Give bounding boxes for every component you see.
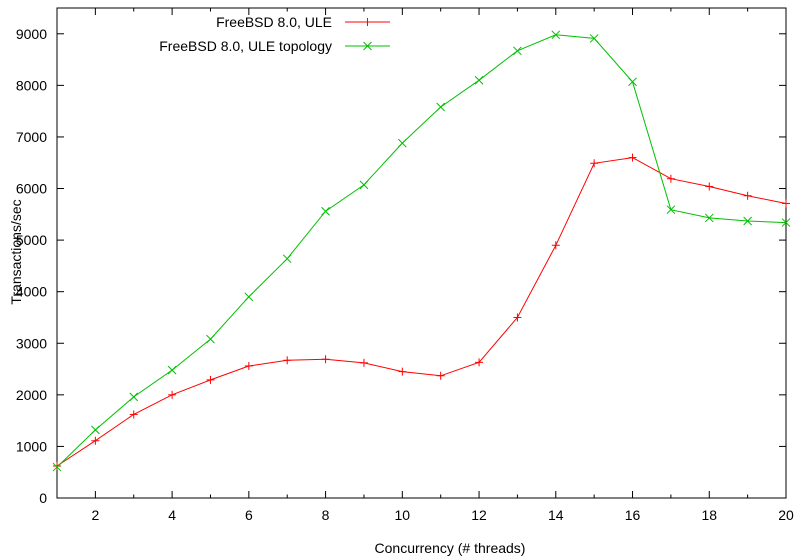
series-2-point xyxy=(551,30,561,40)
series-2-point-d2 xyxy=(91,425,100,435)
series-2-point-d2 xyxy=(781,218,791,227)
series-2-point xyxy=(359,180,369,190)
series-2-point xyxy=(628,77,637,87)
x-tick-label: 4 xyxy=(168,507,176,523)
series-1-point xyxy=(398,367,407,376)
x-tick-label: 2 xyxy=(91,507,99,523)
series-2-point xyxy=(743,216,752,226)
series-2-point-d2 xyxy=(743,216,752,226)
series-2-point-d2 xyxy=(397,138,407,148)
legend: FreeBSD 8.0, ULE FreeBSD 8.0, ULE topolog… xyxy=(159,14,390,54)
series-2-point-d2 xyxy=(704,213,714,223)
series-1-point xyxy=(705,182,714,191)
legend-swatch-marker xyxy=(363,41,372,51)
series-2-point-d2 xyxy=(52,462,62,472)
series-1-point xyxy=(743,191,752,200)
series-2-point xyxy=(321,206,330,216)
plot-frame-border xyxy=(56,7,787,499)
series-2-point-d2 xyxy=(244,292,254,302)
y-tick-label: 3000 xyxy=(16,335,47,351)
series-2-point-d2 xyxy=(129,392,139,402)
series-1-point xyxy=(628,153,637,162)
series-1-point xyxy=(590,159,599,168)
y-tick-label: 9000 xyxy=(16,26,47,42)
series-1-point xyxy=(129,410,138,419)
series-2-point-d2 xyxy=(282,254,292,264)
x-tick-label: 18 xyxy=(701,507,717,523)
series-line-2 xyxy=(56,34,787,468)
series-1-point xyxy=(91,436,100,445)
series-1-point xyxy=(283,356,292,365)
series-2-point-d2 xyxy=(551,30,561,40)
series-1-point xyxy=(475,358,484,367)
legend-label: FreeBSD 8.0, ULE xyxy=(216,14,332,30)
y-axis: 0 1000 2000 3000 4000 5000 6000 7000 8000 9000 xyxy=(16,26,786,506)
x-tick-label: 14 xyxy=(548,507,564,523)
series-2-point-d2 xyxy=(513,46,522,56)
series-2-point xyxy=(129,392,139,402)
series-1-point xyxy=(782,199,790,208)
x-tick-label: 6 xyxy=(245,507,253,523)
series-1-point xyxy=(359,358,368,367)
x-tick-label: 12 xyxy=(471,507,487,523)
series-2-point-d2 xyxy=(589,34,599,43)
y-tick-label: 7000 xyxy=(16,129,47,145)
series-1-point xyxy=(168,390,177,399)
series-line-1 xyxy=(56,157,787,467)
series-1-point xyxy=(551,241,560,250)
y-tick-label: 4000 xyxy=(16,284,47,300)
series-2-point xyxy=(397,138,407,148)
series-2-point xyxy=(244,292,254,302)
y-tick-label: 0 xyxy=(39,490,47,506)
series-2-point xyxy=(167,365,177,375)
x-tick-label: 16 xyxy=(625,507,641,523)
series-2-point-d2 xyxy=(167,365,177,375)
x-axis-label: Concurrency (# threads) xyxy=(375,540,526,556)
legend-label: FreeBSD 8.0, ULE topology xyxy=(159,38,332,54)
series-layer xyxy=(52,30,791,472)
series-2-point xyxy=(704,213,714,223)
series-1-point xyxy=(666,174,675,183)
series-2-point xyxy=(436,102,446,112)
series-1-point xyxy=(321,355,330,364)
legend-swatch-marker xyxy=(363,18,372,26)
series-2-point-d2 xyxy=(628,77,637,87)
legend-swatch-marker-d2 xyxy=(363,41,372,51)
series-2-point xyxy=(91,425,100,435)
y-tick-label: 1000 xyxy=(16,438,47,454)
series-2-point xyxy=(206,334,215,344)
series-2-point xyxy=(52,462,62,472)
series-2-point-d2 xyxy=(474,75,484,85)
series-2-point xyxy=(282,254,292,264)
x-axis: 2 4 6 8 10 12 14 16 18 20 xyxy=(56,8,794,523)
y-axis-label: Transactions/sec xyxy=(8,199,24,304)
series-2-point xyxy=(781,218,791,227)
series-1-point xyxy=(436,371,445,380)
series-2-point xyxy=(666,205,676,215)
x-tick-label: 10 xyxy=(395,507,411,523)
series-1-point xyxy=(206,375,215,384)
y-tick-label: 2000 xyxy=(16,387,47,403)
y-tick-label: 5000 xyxy=(16,232,47,248)
series-1-point xyxy=(244,361,253,370)
series-2-point xyxy=(474,75,484,85)
y-tick-label: 8000 xyxy=(16,77,47,93)
series-1-point xyxy=(53,462,61,471)
series-2-point xyxy=(513,46,522,56)
plot-frame xyxy=(56,7,787,499)
series-2-point-d2 xyxy=(321,206,330,216)
series-2-point-d2 xyxy=(666,205,676,215)
series-2-point-d2 xyxy=(436,102,446,112)
series-2-point-d2 xyxy=(206,334,215,344)
y-tick-label: 6000 xyxy=(16,181,47,197)
x-tick-label: 8 xyxy=(322,507,330,523)
series-2-point xyxy=(589,34,599,43)
series-2-point-d2 xyxy=(359,180,369,190)
x-tick-label: 20 xyxy=(778,507,794,523)
series-1-point xyxy=(513,313,522,322)
